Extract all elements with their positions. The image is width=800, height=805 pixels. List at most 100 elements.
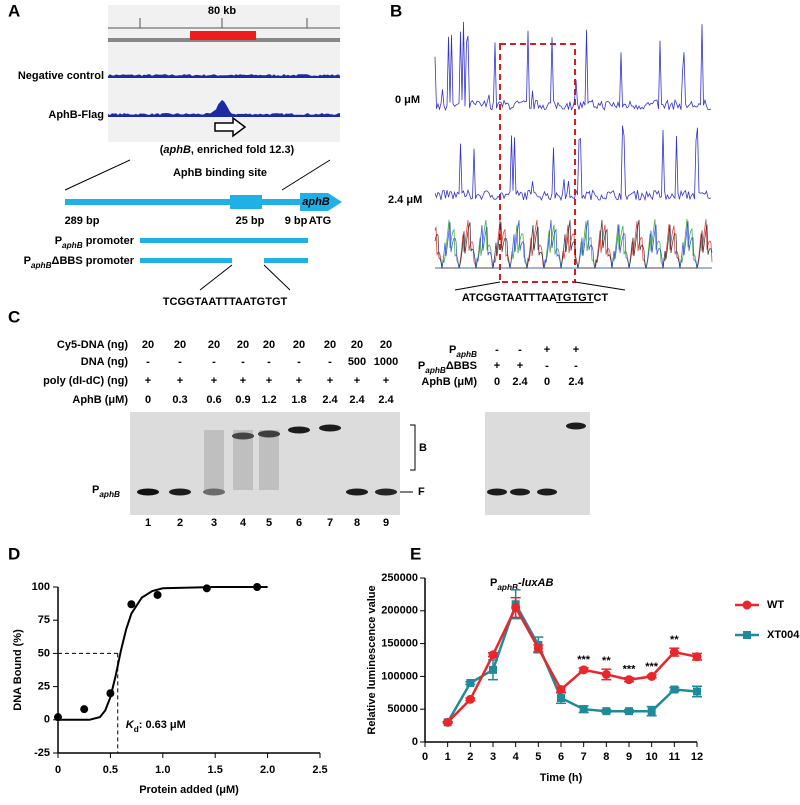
condition-label: 2.4 μM xyxy=(388,194,422,206)
cell: + xyxy=(383,375,389,387)
x-axis-label: Protein added (μM) xyxy=(139,784,239,796)
y-tick-label: 100 xyxy=(32,581,50,593)
cell: 2.4 xyxy=(568,376,584,388)
cell: + xyxy=(240,375,246,387)
probe-label: PaphB xyxy=(92,484,120,499)
cell: 0 xyxy=(145,394,151,406)
panel-label: E xyxy=(410,544,421,563)
cell: + xyxy=(177,375,183,387)
chromatogram xyxy=(435,219,712,269)
cell: 20 xyxy=(142,339,154,351)
significance: ** xyxy=(670,634,679,646)
segment-label: 9 bp xyxy=(285,215,308,227)
sequence: ATCGGTAATTTAATGTGTCT xyxy=(462,292,609,304)
band-label: B xyxy=(419,442,427,454)
y-axis-label: Relative luminescence value xyxy=(366,585,378,734)
text-segment: Cy5-DNA (ng) xyxy=(57,339,128,351)
gel-smear xyxy=(204,430,224,490)
x-tick-label: 2.0 xyxy=(260,764,275,776)
condition-label: 0 μM xyxy=(395,94,420,106)
y-tick-label: 0 xyxy=(44,714,50,726)
text-segment: P xyxy=(24,255,31,267)
scale-label: 80 kb xyxy=(208,5,236,17)
bracket xyxy=(410,424,416,471)
x-tick-label: 0.5 xyxy=(103,764,118,776)
marker xyxy=(692,652,702,662)
cell: 20 xyxy=(293,339,305,351)
marker xyxy=(579,705,588,714)
cell: + xyxy=(296,375,302,387)
row-label: PaphBΔBBS xyxy=(418,360,477,375)
gel-band xyxy=(258,430,280,438)
data-point xyxy=(153,590,162,599)
cell: + xyxy=(327,375,333,387)
x-tick-label: 1.0 xyxy=(155,764,170,776)
zoom-line xyxy=(64,159,131,191)
gel xyxy=(130,412,400,515)
promoter-region xyxy=(65,199,305,205)
data-point xyxy=(106,689,115,698)
promoter-construct xyxy=(140,238,308,243)
cell: 20 xyxy=(208,339,220,351)
marker xyxy=(489,665,497,674)
row-label: poly (dI-dC) (ng) xyxy=(43,375,128,387)
cell: 500 xyxy=(348,356,366,368)
cell: + xyxy=(145,375,151,387)
gel-band xyxy=(566,422,586,430)
text-segment: d xyxy=(134,725,139,734)
cell: 1.8 xyxy=(291,394,306,406)
text-segment: poly (dI-dC) (ng) xyxy=(43,375,128,387)
lane-number: 6 xyxy=(296,517,302,529)
x-tick-label: 3 xyxy=(490,751,496,763)
data-point xyxy=(202,584,211,593)
cell: 1.2 xyxy=(261,394,276,406)
text-segment: TGTGT xyxy=(556,292,594,304)
x-tick-label: 2.5 xyxy=(312,764,327,776)
lane-number: 9 xyxy=(383,517,389,529)
marker xyxy=(693,687,701,696)
marker xyxy=(647,671,657,681)
text-segment: aphB xyxy=(62,241,83,250)
lane-number: 1 xyxy=(145,517,151,529)
lane-number: 7 xyxy=(327,517,333,529)
track-label: AphB-Flag xyxy=(48,109,104,121)
cell: - xyxy=(518,344,522,356)
cell: - xyxy=(328,356,332,368)
cell: - xyxy=(574,360,578,372)
text-segment: aphB xyxy=(163,144,191,156)
text-segment: aphB xyxy=(99,490,120,499)
panel-label: C xyxy=(8,307,20,326)
zoom-line xyxy=(454,281,501,291)
zoom-line xyxy=(263,264,291,291)
y-tick-label: 150000 xyxy=(381,638,418,650)
marker xyxy=(601,669,611,679)
promoter-construct xyxy=(140,258,232,263)
x-tick-label: 2 xyxy=(467,751,473,763)
promoter-label: PaphBΔBBS promoter xyxy=(24,255,135,270)
y-tick-label: 50 xyxy=(38,647,50,659)
row-label: PaphB xyxy=(449,344,477,359)
gel-band xyxy=(137,488,159,496)
x-tick-label: 11 xyxy=(669,751,681,763)
significance: *** xyxy=(645,661,659,673)
x-tick-label: 8 xyxy=(603,751,609,763)
text-segment: TCGGTAATTTAA xyxy=(469,292,557,304)
cell: 20 xyxy=(324,339,336,351)
track-view xyxy=(108,5,340,142)
marker xyxy=(556,685,566,695)
site-label: AphB binding site xyxy=(173,167,267,179)
gel-smear xyxy=(233,430,253,490)
cell: 0.9 xyxy=(235,394,250,406)
segment-label: 289 bp xyxy=(65,215,100,227)
marker xyxy=(511,603,521,613)
gel-band xyxy=(537,488,557,496)
marker xyxy=(443,717,453,727)
x-tick-label: 10 xyxy=(646,751,658,763)
gel-band xyxy=(169,488,191,496)
cell: + xyxy=(211,375,217,387)
cell: 2.4 xyxy=(378,394,394,406)
text-segment: P xyxy=(449,344,456,356)
lane-number: 3 xyxy=(211,517,217,529)
site-sequence: TCGGTAATTTAATGTGT xyxy=(163,296,288,308)
lane-number: 8 xyxy=(354,517,360,529)
